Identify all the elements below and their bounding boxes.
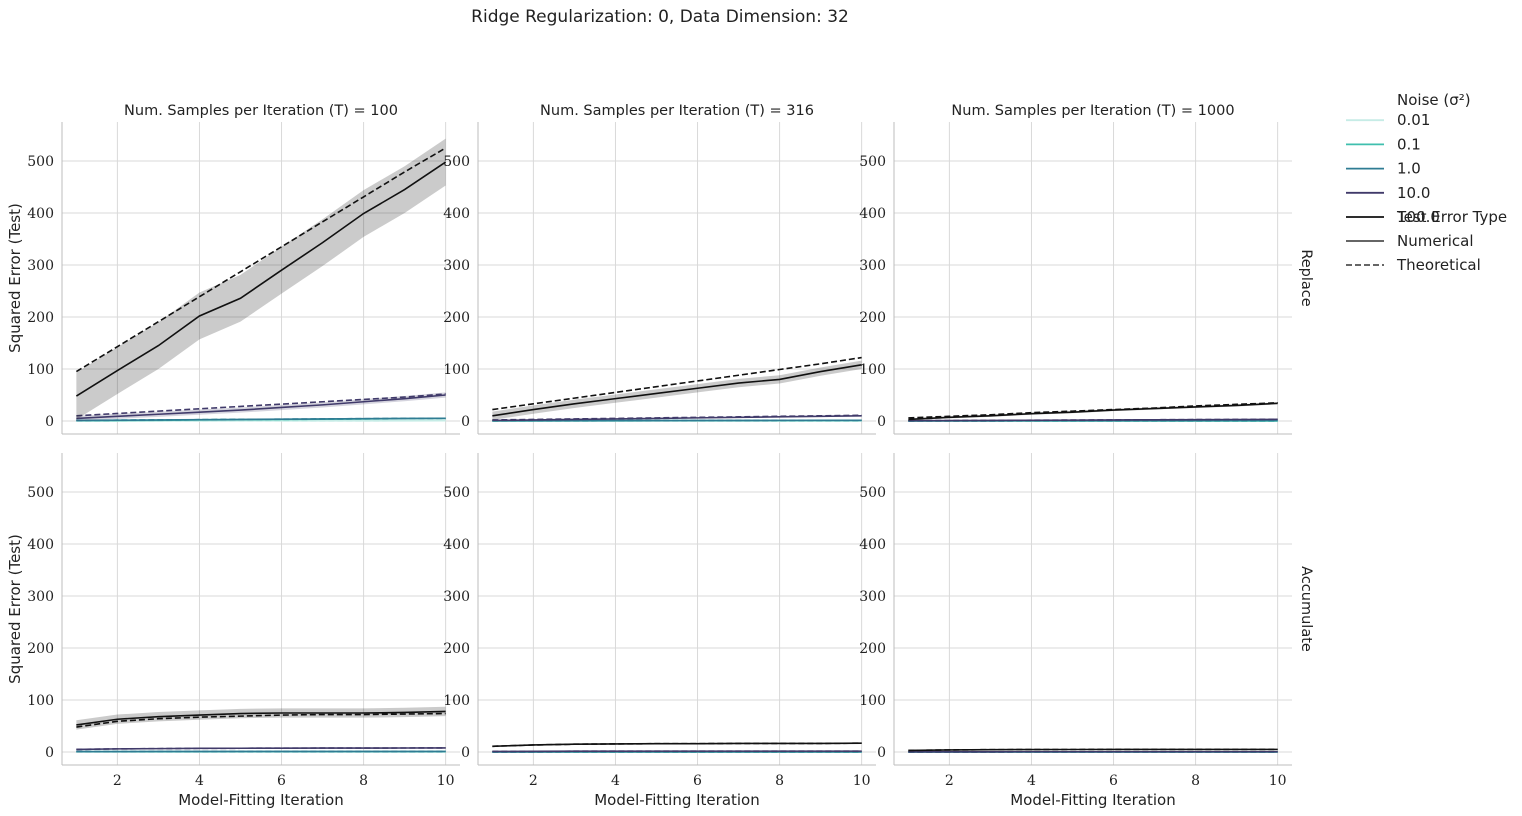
- y-axis-label: Squared Error (Test): [6, 203, 24, 353]
- numerical-line-noise-100.0: [76, 710, 446, 726]
- y-tick-label: 500: [443, 154, 470, 170]
- y-tick-label: 0: [461, 414, 470, 430]
- theoretical-line-noise-100.0: [492, 356, 862, 411]
- theoretical-line-noise-10.0: [76, 393, 446, 417]
- legend-label-noise-10.0: 10.0: [1397, 184, 1430, 202]
- x-axis-label: Model-Fitting Iteration: [178, 791, 344, 809]
- y-tick-label: 0: [45, 414, 54, 430]
- x-tick-label: 6: [693, 773, 702, 789]
- x-axis-label: Model-Fitting Iteration: [594, 791, 760, 809]
- confidence-band-noise-10.0: [76, 392, 446, 421]
- theoretical-line-noise-10.0: [908, 418, 1278, 422]
- legend-label-noise-1.0: 1.0: [1397, 160, 1421, 178]
- theoretical-line-noise-100.0: [492, 742, 862, 748]
- y-tick-label: 100: [443, 693, 470, 709]
- y-tick-label: 0: [461, 745, 470, 761]
- legend-label-noise-100.0: 100.0: [1397, 208, 1440, 226]
- y-tick-label: 400: [859, 206, 886, 222]
- y-tick-label: 200: [859, 310, 886, 326]
- theoretical-line-noise-100.0: [908, 402, 1278, 419]
- legend-style-title: Test Error Type: [1396, 208, 1507, 226]
- column-title: Num. Samples per Iteration (T) = 100: [124, 103, 398, 119]
- x-tick-label: 2: [113, 773, 122, 789]
- y-tick-label: 100: [859, 362, 886, 378]
- y-tick-label: 300: [27, 589, 54, 605]
- y-tick-label: 300: [27, 258, 54, 274]
- y-axis-label: Squared Error (Test): [6, 534, 24, 684]
- column-title: Num. Samples per Iteration (T) = 1000: [951, 103, 1234, 119]
- y-tick-label: 200: [443, 641, 470, 657]
- y-tick-label: 0: [877, 745, 886, 761]
- theoretical-line-noise-10.0: [76, 747, 446, 751]
- y-tick-label: 100: [859, 693, 886, 709]
- x-tick-label: 10: [853, 773, 871, 789]
- chart-title: Ridge Regularization: 0, Data Dimension:…: [471, 7, 849, 27]
- legend-label-noise-0.1: 0.1: [1397, 135, 1421, 153]
- legend-label-theoretical: Theoretical: [1396, 256, 1481, 274]
- theoretical-line-noise-1.0: [76, 417, 446, 422]
- panel-accumulate-1: 0 100 200 300 400 500 2 4 6 8 10 Model-Fitting Iter…: [6, 453, 460, 809]
- x-tick-label: 8: [1191, 773, 1200, 789]
- panel-replace-2: 0 100 200 300 400 500 Num. Samples per Iterati…: [443, 103, 876, 435]
- y-tick-label: 200: [443, 310, 470, 326]
- x-tick-label: 4: [195, 773, 204, 789]
- x-tick-label: 6: [277, 773, 286, 789]
- x-tick-label: 8: [775, 773, 784, 789]
- x-tick-label: 4: [1027, 773, 1036, 789]
- panel-accumulate-3: 0 100 200 300 400 500 2 4 6 8 10 Model-Fitting Iter…: [859, 453, 1314, 809]
- legend-label-noise-0.01: 0.01: [1397, 111, 1430, 129]
- numerical-line-noise-100.0: [492, 364, 862, 417]
- y-tick-label: 0: [877, 414, 886, 430]
- y-tick-label: 400: [443, 206, 470, 222]
- x-tick-label: 2: [945, 773, 954, 789]
- x-tick-label: 10: [1269, 773, 1287, 789]
- theoretical-line-noise-100.0: [76, 712, 446, 728]
- y-tick-label: 400: [859, 537, 886, 553]
- y-tick-label: 200: [27, 310, 54, 326]
- y-tick-label: 300: [859, 589, 886, 605]
- y-tick-label: 200: [27, 641, 54, 657]
- y-tick-label: 500: [27, 485, 54, 501]
- panel-accumulate-2: 0 100 200 300 400 500 2 4 6 8 10 Model-Fitting Iter…: [443, 453, 876, 809]
- numerical-line-noise-100.0: [908, 402, 1278, 421]
- column-title: Num. Samples per Iteration (T) = 316: [540, 103, 814, 119]
- legend-label-numerical: Numerical: [1397, 232, 1474, 250]
- y-tick-label: 400: [27, 206, 54, 222]
- panel-replace-3: 0 100 200 300 400 500 Num. Samples per Iterati…: [859, 103, 1314, 435]
- y-tick-label: 100: [27, 693, 54, 709]
- x-axis-label: Model-Fitting Iteration: [1010, 791, 1176, 809]
- confidence-band-noise-100.0: [76, 138, 446, 420]
- theoretical-line-noise-100.0: [75, 147, 447, 373]
- y-tick-label: 0: [45, 745, 54, 761]
- y-tick-label: 200: [859, 641, 886, 657]
- x-tick-label: 2: [529, 773, 538, 789]
- y-tick-label: 100: [27, 362, 54, 378]
- row-title: Replace: [1298, 249, 1314, 306]
- y-tick-label: 400: [443, 537, 470, 553]
- x-tick-label: 10: [437, 773, 455, 789]
- x-tick-label: 8: [359, 773, 368, 789]
- y-tick-label: 500: [443, 485, 470, 501]
- y-tick-label: 500: [859, 485, 886, 501]
- numerical-line-noise-10.0: [76, 394, 446, 420]
- panel-replace-1: 0 100 200 300 400 500 Num. Samples per Iterati…: [6, 103, 460, 435]
- y-tick-label: 300: [443, 589, 470, 605]
- y-tick-label: 300: [859, 258, 886, 274]
- theoretical-line-noise-10.0: [492, 414, 862, 421]
- y-tick-label: 100: [443, 362, 470, 378]
- x-tick-label: 6: [1109, 773, 1118, 789]
- y-tick-label: 400: [27, 537, 54, 553]
- y-tick-label: 500: [859, 154, 886, 170]
- theoretical-line-noise-100.0: [908, 748, 1278, 752]
- row-title: Accumulate: [1298, 566, 1314, 652]
- numerical-line-noise-100.0: [75, 161, 447, 397]
- y-tick-label: 300: [443, 258, 470, 274]
- y-tick-label: 500: [27, 154, 54, 170]
- x-tick-label: 4: [611, 773, 620, 789]
- legend-hue-title: Noise (σ²): [1397, 91, 1471, 109]
